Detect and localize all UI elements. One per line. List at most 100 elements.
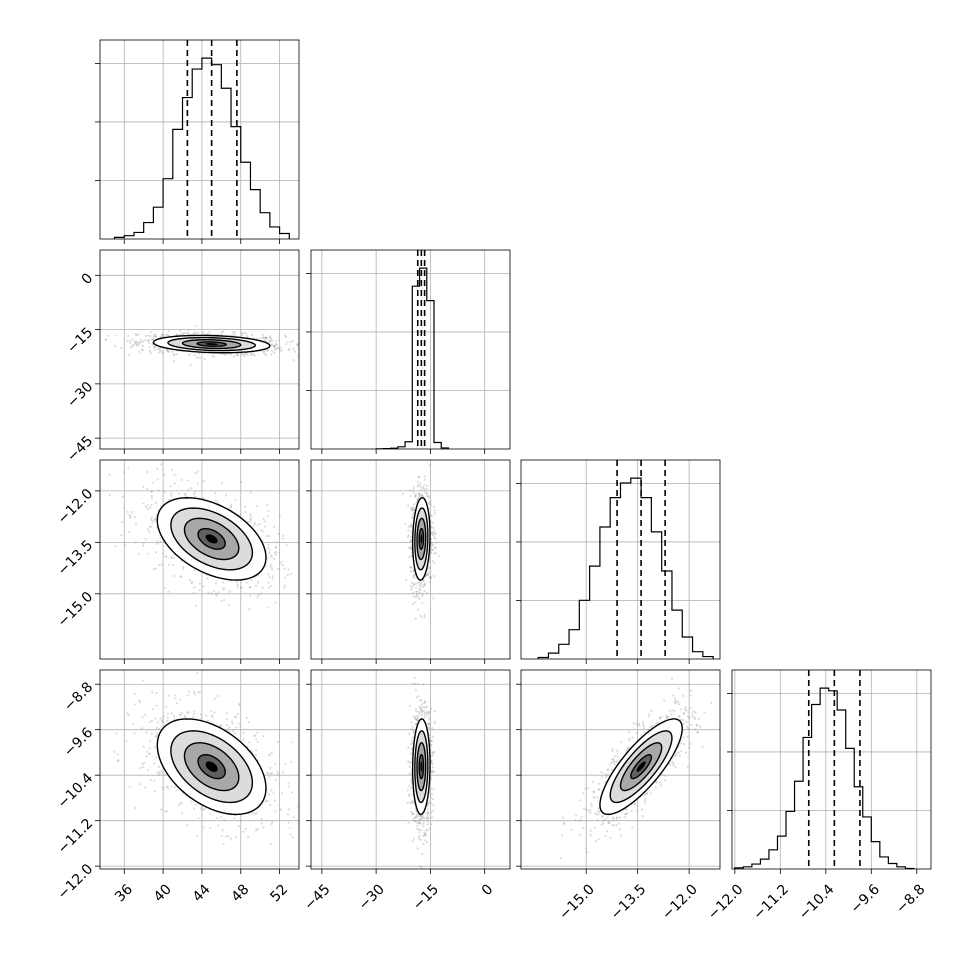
scatter-point xyxy=(413,819,416,823)
scatter-point xyxy=(151,343,154,346)
scatter-point xyxy=(412,573,415,577)
pair-frame xyxy=(99,459,300,660)
scatter-point xyxy=(430,743,433,747)
scatter-point xyxy=(429,577,432,580)
scatter-point xyxy=(200,808,203,812)
scatter-point xyxy=(412,583,415,586)
scatter-point xyxy=(427,494,430,498)
density-peak xyxy=(420,761,423,772)
x-tick-label: −12.0 xyxy=(705,881,747,923)
pair-panel-0-3-plot-area xyxy=(100,670,314,869)
scatter-point xyxy=(422,705,425,709)
scatter-point xyxy=(182,332,185,335)
scatter-point xyxy=(137,342,141,346)
scatter-point xyxy=(664,779,667,782)
scatter-point xyxy=(594,812,597,815)
scatter-point xyxy=(186,479,189,482)
scatter-point xyxy=(235,726,238,729)
scatter-point xyxy=(274,763,277,766)
scatter-point xyxy=(155,704,158,707)
scatter-point xyxy=(586,787,589,790)
scatter-point xyxy=(429,514,433,517)
scatter-point xyxy=(183,331,186,335)
scatter-point xyxy=(262,350,266,353)
scatter-point xyxy=(113,750,116,753)
scatter-point xyxy=(215,594,218,597)
scatter-point xyxy=(412,485,415,488)
scatter-point xyxy=(123,543,127,546)
scatter-point xyxy=(407,525,410,528)
y-tick-label: −10.4 xyxy=(55,770,97,812)
scatter-point xyxy=(411,800,415,803)
scatter-point xyxy=(419,614,422,617)
scatter-point xyxy=(421,594,424,597)
scatter-point xyxy=(158,348,161,351)
scatter-point xyxy=(312,789,314,791)
scatter-point xyxy=(270,353,273,356)
scatter-point xyxy=(408,524,412,527)
scatter-point xyxy=(431,763,434,766)
scatter-point xyxy=(142,679,145,682)
scatter-point xyxy=(409,584,412,588)
scatter-point xyxy=(433,710,436,713)
scatter-point xyxy=(116,753,119,756)
scatter-point xyxy=(147,339,150,342)
scatter-point xyxy=(146,504,149,507)
pair-frame xyxy=(99,249,300,450)
hist-panel-0-plot-area xyxy=(100,40,299,239)
scatter-point xyxy=(412,602,415,605)
scatter-point xyxy=(611,823,614,827)
scatter-point xyxy=(166,719,169,723)
scatter-point xyxy=(425,487,429,491)
scatter-point xyxy=(424,706,427,709)
scatter-point xyxy=(152,568,156,571)
scatter-point xyxy=(239,586,243,590)
scatter-point xyxy=(411,748,414,751)
scatter-point xyxy=(431,521,434,525)
scatter-point xyxy=(209,812,212,815)
scatter-point xyxy=(183,715,186,718)
scatter-point xyxy=(407,760,410,763)
scatter-point xyxy=(130,511,134,514)
scatter-point xyxy=(196,671,199,675)
scatter-point xyxy=(157,765,160,768)
scatter-point xyxy=(421,709,424,713)
scatter-point xyxy=(280,561,283,564)
scatter-point xyxy=(264,354,267,357)
scatter-point xyxy=(311,582,313,584)
scatter-point xyxy=(249,586,252,589)
scatter-point xyxy=(410,555,413,558)
scatter-point xyxy=(239,725,242,728)
scatter-point xyxy=(265,336,268,339)
scatter-point xyxy=(433,505,436,508)
scatter-point xyxy=(287,821,290,824)
scatter-point xyxy=(424,839,427,842)
scatter-point xyxy=(638,722,641,725)
scatter-point xyxy=(164,705,167,708)
scatter-point xyxy=(225,718,228,721)
scatter-point xyxy=(186,824,189,827)
scatter-point xyxy=(414,708,418,711)
scatter-point xyxy=(408,784,411,787)
scatter-point xyxy=(222,330,225,333)
scatter-point xyxy=(432,526,435,530)
scatter-point xyxy=(267,509,270,512)
scatter-point xyxy=(431,532,434,535)
scatter-point xyxy=(191,715,195,719)
scatter-point xyxy=(429,811,433,814)
scatter-point xyxy=(274,347,277,350)
contour-line xyxy=(416,517,427,561)
scatter-point xyxy=(278,514,281,517)
scatter-point xyxy=(307,620,309,622)
scatter-point xyxy=(423,488,426,491)
scatter-point xyxy=(206,577,209,580)
scatter-point xyxy=(167,563,171,566)
scatter-point xyxy=(295,343,298,346)
scatter-point xyxy=(417,828,420,831)
scatter-point xyxy=(409,565,412,568)
scatter-point xyxy=(133,703,137,706)
scatter-point xyxy=(152,344,156,347)
scatter-point xyxy=(681,694,685,697)
scatter-point xyxy=(269,565,272,568)
scatter-point xyxy=(166,712,170,715)
